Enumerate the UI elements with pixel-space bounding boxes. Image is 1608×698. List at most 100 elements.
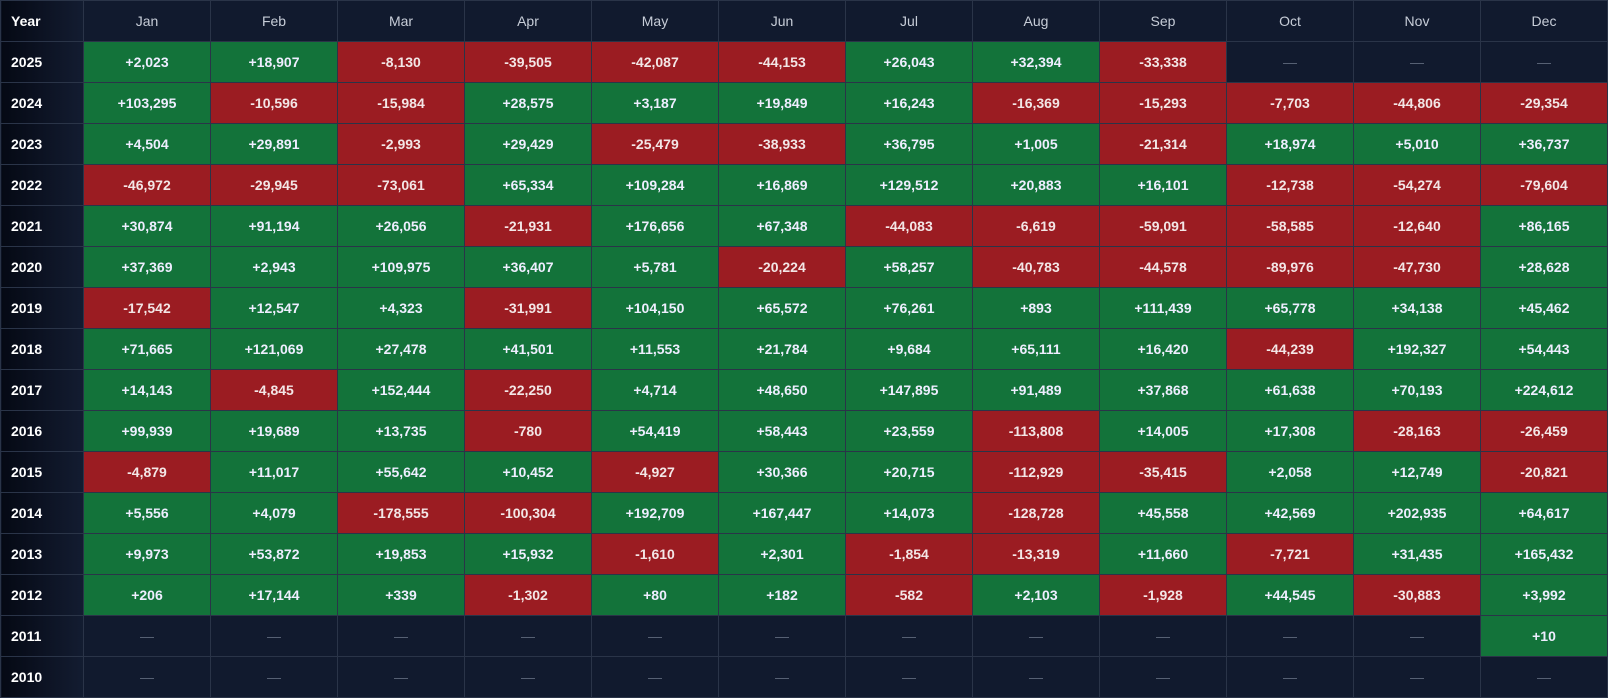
value-cell: +167,447 bbox=[718, 492, 846, 534]
value-cell: +16,869 bbox=[718, 164, 846, 206]
value-cell: -4,879 bbox=[83, 451, 211, 493]
value-cell: -1,928 bbox=[1099, 574, 1227, 616]
value-cell: — bbox=[972, 656, 1100, 698]
value-cell: +12,547 bbox=[210, 287, 338, 329]
value-cell: +152,444 bbox=[337, 369, 465, 411]
value-cell: +13,735 bbox=[337, 410, 465, 452]
value-cell: -1,302 bbox=[464, 574, 592, 616]
value-cell: -28,163 bbox=[1353, 410, 1481, 452]
value-cell: -15,984 bbox=[337, 82, 465, 124]
value-cell: +9,973 bbox=[83, 533, 211, 575]
value-cell: +2,103 bbox=[972, 574, 1100, 616]
value-cell: +129,512 bbox=[845, 164, 973, 206]
value-cell: -30,883 bbox=[1353, 574, 1481, 616]
value-cell: — bbox=[210, 656, 338, 698]
value-cell: +3,187 bbox=[591, 82, 719, 124]
value-cell: +45,558 bbox=[1099, 492, 1227, 534]
value-cell: -31,991 bbox=[464, 287, 592, 329]
year-cell: 2025 bbox=[0, 41, 84, 83]
value-cell: -20,821 bbox=[1480, 451, 1608, 493]
value-cell: +76,261 bbox=[845, 287, 973, 329]
value-cell: — bbox=[337, 656, 465, 698]
year-cell: 2015 bbox=[0, 451, 84, 493]
value-cell: +23,559 bbox=[845, 410, 973, 452]
value-cell: +11,553 bbox=[591, 328, 719, 370]
value-cell: — bbox=[83, 615, 211, 657]
value-cell: +104,150 bbox=[591, 287, 719, 329]
value-cell: +32,394 bbox=[972, 41, 1100, 83]
value-cell: +36,407 bbox=[464, 246, 592, 288]
value-cell: +192,327 bbox=[1353, 328, 1481, 370]
value-cell: +29,891 bbox=[210, 123, 338, 165]
value-cell: +11,660 bbox=[1099, 533, 1227, 575]
value-cell: — bbox=[845, 656, 973, 698]
table-row: 2025 +2,023 +18,907 -8,130 -39,505 -42,087 -44… bbox=[0, 41, 1608, 83]
value-cell: +16,243 bbox=[845, 82, 973, 124]
value-cell: -2,993 bbox=[337, 123, 465, 165]
value-cell: +19,689 bbox=[210, 410, 338, 452]
year-cell: 2020 bbox=[0, 246, 84, 288]
value-cell: -113,808 bbox=[972, 410, 1100, 452]
value-cell: — bbox=[718, 615, 846, 657]
month-header-mar: Mar bbox=[337, 0, 465, 42]
table-row: 2011— — — — — — — — — — — +10 bbox=[0, 615, 1608, 657]
value-cell: +5,781 bbox=[591, 246, 719, 288]
value-cell: +67,348 bbox=[718, 205, 846, 247]
value-cell: -25,479 bbox=[591, 123, 719, 165]
value-cell: +65,111 bbox=[972, 328, 1100, 370]
value-cell: -10,596 bbox=[210, 82, 338, 124]
value-cell: — bbox=[1353, 656, 1481, 698]
value-cell: +15,932 bbox=[464, 533, 592, 575]
value-cell: +893 bbox=[972, 287, 1100, 329]
value-cell: — bbox=[972, 615, 1100, 657]
month-header-jun: Jun bbox=[718, 0, 846, 42]
value-cell: +109,975 bbox=[337, 246, 465, 288]
value-cell: — bbox=[845, 615, 973, 657]
value-cell: +5,010 bbox=[1353, 123, 1481, 165]
value-cell: +26,056 bbox=[337, 205, 465, 247]
value-cell: +4,714 bbox=[591, 369, 719, 411]
value-cell: — bbox=[464, 656, 592, 698]
value-cell: -20,224 bbox=[718, 246, 846, 288]
value-cell: — bbox=[1353, 615, 1481, 657]
value-cell: +206 bbox=[83, 574, 211, 616]
value-cell: +61,638 bbox=[1226, 369, 1354, 411]
value-cell: -44,153 bbox=[718, 41, 846, 83]
value-cell: -44,083 bbox=[845, 205, 973, 247]
value-cell: -12,640 bbox=[1353, 205, 1481, 247]
value-cell: -44,806 bbox=[1353, 82, 1481, 124]
year-cell: 2012 bbox=[0, 574, 84, 616]
value-cell: — bbox=[1099, 656, 1227, 698]
value-cell: +55,642 bbox=[337, 451, 465, 493]
value-cell: +1,005 bbox=[972, 123, 1100, 165]
table-row: 2016 +99,939 +19,689 +13,735 -780 +54,419 +58,… bbox=[0, 410, 1608, 452]
value-cell: +70,193 bbox=[1353, 369, 1481, 411]
value-cell: -100,304 bbox=[464, 492, 592, 534]
value-cell: — bbox=[210, 615, 338, 657]
value-cell: +58,257 bbox=[845, 246, 973, 288]
table-row: 2023 +4,504 +29,891 -2,993 +29,429 -25,479 -38… bbox=[0, 123, 1608, 165]
value-cell: +27,478 bbox=[337, 328, 465, 370]
value-cell: +11,017 bbox=[210, 451, 338, 493]
value-cell: +54,419 bbox=[591, 410, 719, 452]
value-cell: +5,556 bbox=[83, 492, 211, 534]
value-cell: +182 bbox=[718, 574, 846, 616]
value-cell: +16,420 bbox=[1099, 328, 1227, 370]
value-cell: +21,784 bbox=[718, 328, 846, 370]
table-row: 2017 +14,143 -4,845 +152,444 -22,250 +4,714 +4… bbox=[0, 369, 1608, 411]
value-cell: +19,853 bbox=[337, 533, 465, 575]
year-cell: 2014 bbox=[0, 492, 84, 534]
month-header-oct: Oct bbox=[1226, 0, 1354, 42]
value-cell: +14,143 bbox=[83, 369, 211, 411]
value-cell: +19,849 bbox=[718, 82, 846, 124]
table-row: 2018 +71,665 +121,069 +27,478 +41,501 +11,553… bbox=[0, 328, 1608, 370]
value-cell: -58,585 bbox=[1226, 205, 1354, 247]
table-row: 2010— — — — — — — — — — — — bbox=[0, 656, 1608, 698]
value-cell: -13,319 bbox=[972, 533, 1100, 575]
value-cell: +65,572 bbox=[718, 287, 846, 329]
value-cell: +64,617 bbox=[1480, 492, 1608, 534]
value-cell: -46,972 bbox=[83, 164, 211, 206]
value-cell: -21,314 bbox=[1099, 123, 1227, 165]
value-cell: -6,619 bbox=[972, 205, 1100, 247]
value-cell: -4,927 bbox=[591, 451, 719, 493]
